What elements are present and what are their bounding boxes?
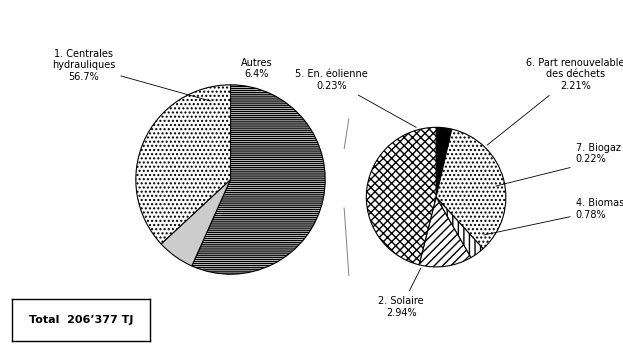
Text: 6. Part renouvelable
des déchets
2.21%: 6. Part renouvelable des déchets 2.21% <box>487 58 623 145</box>
Text: 5. En. éolienne
0.23%: 5. En. éolienne 0.23% <box>295 69 416 127</box>
Text: Autres
6.4%: Autres 6.4% <box>241 58 273 79</box>
Wedge shape <box>192 85 325 274</box>
Wedge shape <box>436 127 452 197</box>
Text: Production
d’électricité issue
d’énergies non
renouvelables
36.9%: Production d’électricité issue d’énergie… <box>0 351 1 352</box>
Text: Total  206’377 TJ: Total 206’377 TJ <box>29 315 133 325</box>
Text: 2. Solaire
2.94%: 2. Solaire 2.94% <box>378 268 424 318</box>
Wedge shape <box>136 85 231 244</box>
Wedge shape <box>366 127 436 265</box>
Text: 1. Centrales
hydrauliques
56.7%: 1. Centrales hydrauliques 56.7% <box>52 49 211 101</box>
Text: 7. Biogaz d’épuration
0.22%: 7. Biogaz d’épuration 0.22% <box>496 142 623 186</box>
Wedge shape <box>419 197 471 267</box>
Wedge shape <box>436 197 483 258</box>
Wedge shape <box>436 129 506 249</box>
Text: 4. Biomasse
0.78%: 4. Biomasse 0.78% <box>484 199 623 235</box>
Wedge shape <box>161 180 231 266</box>
